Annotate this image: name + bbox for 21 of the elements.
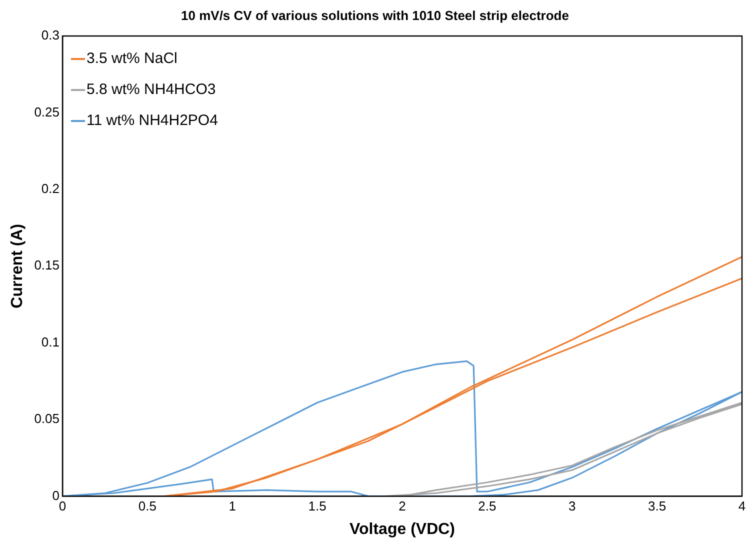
x-tick-label: 3 xyxy=(568,498,576,514)
x-tick-label: 0.5 xyxy=(138,498,156,514)
y-tick-label: 0 xyxy=(52,488,60,503)
x-tick-label: 1 xyxy=(228,498,236,514)
chart-title: 10 mV/s CV of various solutions with 1010 Steel strip electrode xyxy=(180,8,570,23)
legend-label: 5.8 wt% NH4HCO3 xyxy=(86,81,216,98)
x-tick-label: 4 xyxy=(738,498,746,514)
y-tick-label: 0.15 xyxy=(34,258,60,273)
legend-label: 11 wt% NH4H2PO4 xyxy=(86,112,218,129)
y-axis-title: Current (A) xyxy=(9,224,26,308)
y-tick-label: 0.2 xyxy=(41,180,60,196)
legend-label: 3.5 wt% NaCl xyxy=(86,50,178,67)
y-tick-label: 0.3 xyxy=(41,28,60,43)
y-tick-label: 0.05 xyxy=(34,411,60,426)
x-tick-label: 3.5 xyxy=(648,498,666,514)
x-tick-label: 2 xyxy=(398,498,406,514)
y-tick-label: 0.25 xyxy=(34,104,60,120)
x-axis-title: Voltage (VDC) xyxy=(350,520,455,538)
x-tick-label: 1.5 xyxy=(308,498,326,514)
y-tick-label: 0.1 xyxy=(41,334,60,350)
x-tick-label: 2.5 xyxy=(478,498,496,514)
